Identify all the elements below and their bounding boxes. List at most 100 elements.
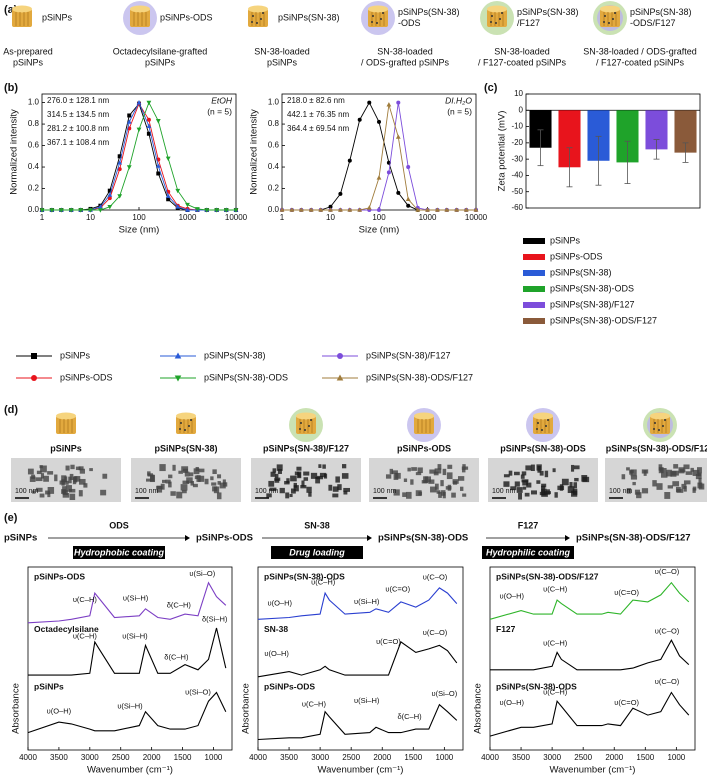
series-line [27,691,227,734]
marker [308,207,314,212]
tem-particle [193,468,200,475]
tem-particle [268,480,275,487]
tem-particle [172,464,176,471]
series-line [490,639,690,671]
panel-label: (c) [484,82,498,94]
y-axis-label: Normalized intensity [9,109,20,195]
series-label: pSiNPs(SN-38)-ODS [264,572,345,582]
legend-label: pSiNPs(SN-38)/F127 [366,350,451,360]
tem-particle [683,480,691,485]
icon-body [56,416,76,434]
plot-frame [27,566,233,751]
tem-particle [667,485,673,489]
tem-particle [525,465,532,471]
marker [127,113,132,118]
marker [406,165,411,170]
annotation: υ(Si–H) [122,632,148,641]
series-label: 442.1 ± 76.35 nm [287,110,350,119]
tem-particle [636,492,642,499]
icon-top [176,412,196,420]
series-label: pSiNPs(SN-38)-ODS/F127 [496,572,599,582]
x-tick-label: 2000 [605,753,623,762]
tem-particle [391,470,398,474]
icon-top [56,412,76,420]
tem-particle [411,467,417,471]
tem-particle [178,470,183,474]
legend-marker [174,352,182,359]
tem-particle [65,480,69,485]
icon-drug [662,425,664,427]
panel-label: (e) [4,512,18,524]
icon-drug [658,429,660,431]
tem-particle [343,487,351,492]
tem-particle [510,486,517,491]
series-label: 367.1 ± 108.4 nm [47,138,110,147]
tem-particle [698,477,702,485]
marker [146,123,152,129]
tem-particle [521,479,529,483]
tem-particle [35,477,43,482]
x-tick-label: 2000 [143,753,161,762]
icon-drug [612,18,614,20]
marker [405,196,411,202]
y-tick-label: -50 [511,187,523,196]
legend-marker [174,375,182,382]
marker [204,208,210,213]
scale-label: 100 nm [15,488,39,495]
tem-particle [514,471,520,476]
plot-frame [525,93,701,209]
marker [136,99,142,105]
legend-marker [31,375,37,381]
tem-particle [180,484,188,491]
series-label: 281.2 ± 100.8 nm [47,124,110,133]
tem-particle [301,480,305,487]
legend-label: pSiNPs-ODS [550,251,603,261]
reagent: SN-38 [304,520,330,530]
tem-particle [198,475,205,482]
y-tick-label: 1.0 [28,98,40,107]
x-tick-label: 100 [372,213,386,222]
item-name: pSiNPs-ODS [160,12,213,22]
bar [645,110,668,150]
tem-particle [150,474,155,482]
marker [97,204,103,209]
icon-drug [614,12,616,14]
tem-particle [147,471,151,476]
legend-label: pSiNPs(SN-38) [204,350,266,360]
process: Hydrophilic coating [486,547,571,557]
item-caption: SN-38-loaded / ODS-grafted [583,46,697,56]
legend-marker [337,353,343,359]
annotation: υ(C–H) [543,585,568,594]
tem-particle [308,492,312,497]
marker [185,207,190,212]
tem-particle [438,491,442,498]
marker [328,204,333,209]
series-line [257,587,458,620]
tem-particle [322,464,326,469]
annotation: υ(Si–H) [354,696,380,705]
series-line [489,691,690,737]
tem-particle [328,484,333,491]
icon-drug [536,428,538,430]
series-line [27,581,227,624]
tem-particle [630,469,637,477]
tem-particle [536,480,541,484]
y-tick-label: 1.0 [268,98,280,107]
tem-particle [290,475,297,482]
item-caption: pSiNPs [145,57,176,67]
marker [156,171,161,176]
tem-particle [102,473,108,479]
item-name: pSiNPs(SN-38)-ODS/F127 [606,443,707,453]
icon-drug [547,419,549,421]
tem-particle [45,490,50,495]
scale-label: 100 nm [255,488,279,495]
marker [406,203,411,208]
icon-top [368,5,388,13]
tem-particle [696,467,702,474]
tem-particle [65,465,70,471]
tem-particle [445,486,452,490]
tem-particle [679,469,686,473]
legend-swatch [523,238,545,244]
tem-particle [690,467,694,472]
icon-drug [372,15,374,17]
